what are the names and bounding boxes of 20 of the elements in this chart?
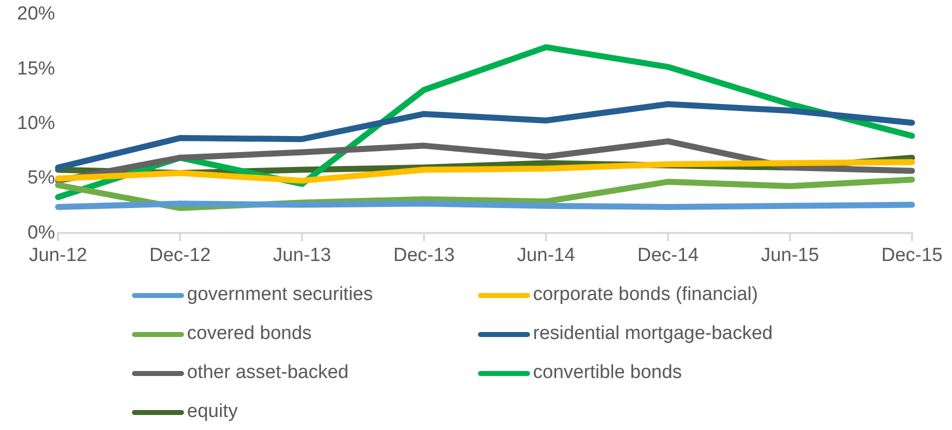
x-tick-label: Jun-14 xyxy=(516,244,576,266)
legend-label: residential mortgage-backed xyxy=(533,323,773,345)
x-tick-label: Jun-12 xyxy=(28,244,88,266)
y-tick-label: 10% xyxy=(16,113,56,134)
y-tick-label: 0% xyxy=(28,222,56,244)
y-tick-label: 5% xyxy=(28,168,56,189)
x-tick-label: Dec-13 xyxy=(393,244,455,266)
legend-label: covered bonds xyxy=(187,323,312,345)
x-tick-label: Dec-12 xyxy=(149,244,211,266)
legend-label: other asset-backed xyxy=(187,362,349,384)
legend-label: equity xyxy=(187,401,238,423)
x-tick-label: Dec-14 xyxy=(637,244,700,266)
legend-label: government securities xyxy=(187,284,373,306)
x-tick-label: Dec-15 xyxy=(881,244,943,266)
y-tick-label: 20% xyxy=(16,4,56,25)
x-tick-label: Jun-13 xyxy=(272,244,332,266)
y-tick-label: 15% xyxy=(16,58,56,80)
x-tick-label: Jun-15 xyxy=(760,244,820,266)
legend-label: convertible bonds xyxy=(533,362,682,384)
legend-label: corporate bonds (financial) xyxy=(533,284,758,306)
